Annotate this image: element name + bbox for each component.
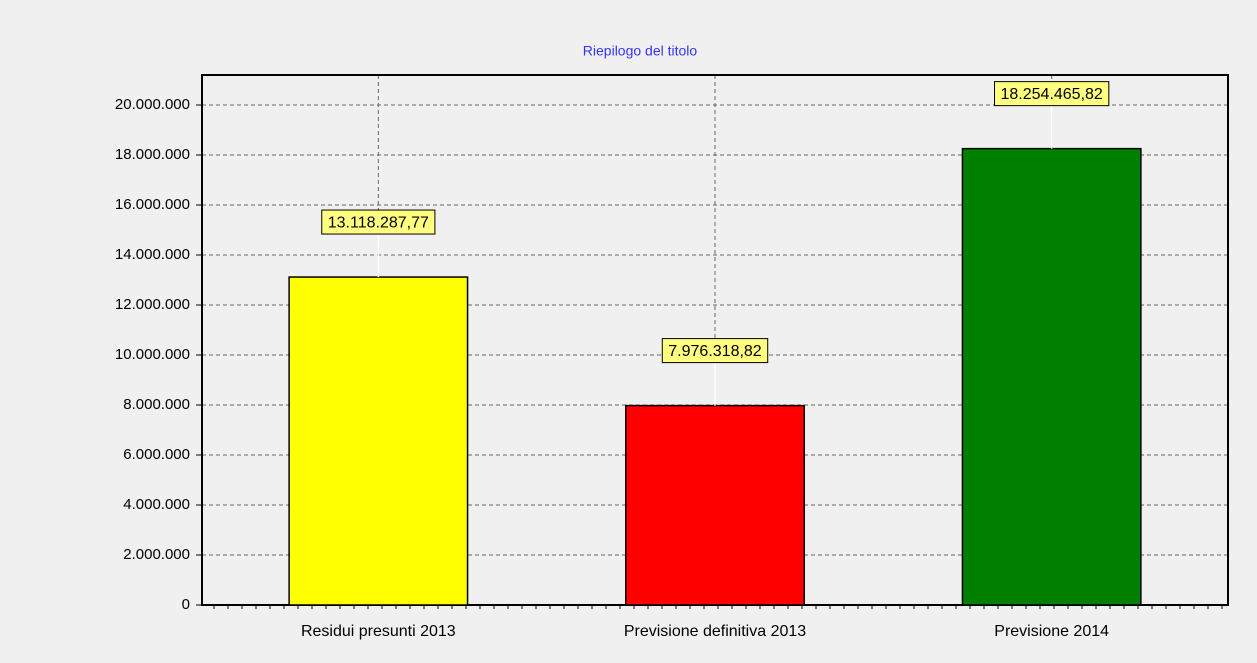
y-tick-label: 6.000.000 (123, 446, 190, 463)
value-label: 18.254.465,82 (1001, 86, 1103, 103)
y-tick-label: 2.000.000 (123, 546, 190, 563)
y-tick-label: 0 (182, 596, 190, 613)
y-tick-label: 14.000.000 (115, 246, 190, 263)
x-tick-label: Previsione definitiva 2013 (624, 623, 806, 640)
bar (625, 404, 805, 606)
y-tick-label: 10.000.000 (115, 346, 190, 363)
bar (961, 147, 1142, 606)
x-tick-label: Residui presunti 2013 (301, 623, 456, 640)
value-label-box (661, 338, 769, 364)
x-tick-label: Previsione 2014 (994, 623, 1109, 640)
chart-title: Riepilogo del titolo (583, 43, 698, 59)
value-label: 7.976.318,82 (668, 343, 762, 360)
y-tick-label: 16.000.000 (115, 196, 190, 213)
y-tick-label: 18.000.000 (115, 146, 190, 163)
y-tick-label: 12.000.000 (115, 296, 190, 313)
bar (288, 276, 469, 606)
value-label-box (994, 81, 1110, 107)
y-tick-label: 4.000.000 (123, 496, 190, 513)
value-label: 13.118.287,77 (328, 214, 429, 231)
y-tick-label: 20.000.000 (115, 96, 190, 113)
y-tick-label: 8.000.000 (123, 396, 190, 413)
value-label-box (321, 209, 436, 235)
